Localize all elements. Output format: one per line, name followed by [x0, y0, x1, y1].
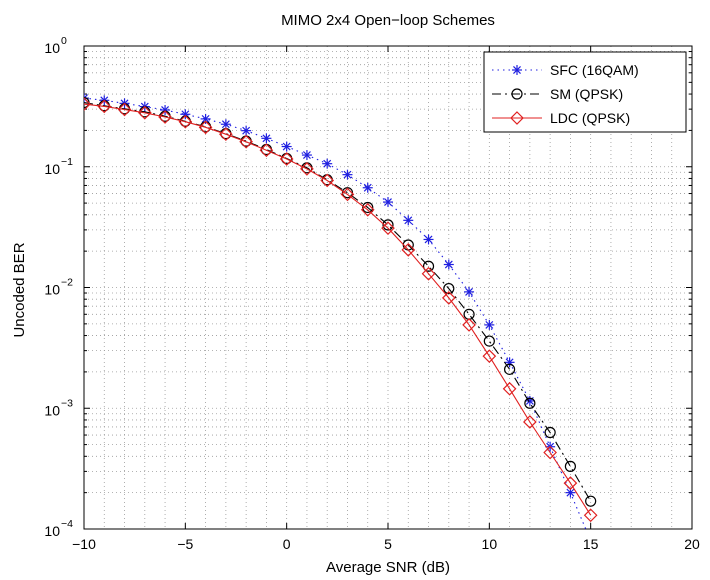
sfc-16qam-point [403, 215, 414, 226]
x-tick-label: −5 [177, 536, 193, 552]
ldc-qpsk-point [360, 202, 375, 217]
ldc-qpsk-point [158, 110, 172, 124]
sfc-16qam-point [261, 133, 272, 144]
ldc-qpsk-point [462, 318, 476, 332]
legend-item-sfc-16qam: SFC (16QAM) [492, 62, 639, 78]
legend-marker [510, 111, 524, 125]
ldc-qpsk-point [137, 105, 152, 120]
sfc-16qam-point [484, 319, 495, 330]
ldc-qpsk-line [84, 103, 592, 516]
y-tick-label: 10 −4 [44, 518, 73, 539]
y-tick-label: 10 0 [44, 35, 67, 56]
sm-qpsk-point [564, 460, 577, 472]
sfc-16qam-point [443, 259, 454, 270]
y-tick-label: 10 −3 [44, 397, 73, 418]
sfc-16qam-point [200, 113, 211, 124]
sfc-16qam-point [322, 158, 333, 169]
x-tick-label: 15 [583, 536, 599, 552]
x-axis-label: Average SNR (dB) [326, 559, 450, 576]
sfc-16qam-point [301, 150, 312, 161]
legend-marker [511, 88, 523, 100]
legend-label: SM (QPSK) [550, 86, 623, 102]
ldc-qpsk-point [563, 476, 578, 490]
x-tick-label: 5 [384, 536, 392, 552]
ldc-qpsk-point [219, 127, 233, 142]
svg-text:0: 0 [61, 35, 67, 47]
legend-label: LDC (QPSK) [550, 110, 630, 126]
x-tick-label: −10 [72, 536, 96, 552]
y-tick-label: 10 −1 [44, 156, 73, 177]
sfc-16qam-line [84, 97, 587, 529]
svg-text:−4: −4 [61, 518, 73, 530]
svg-text:10: 10 [44, 282, 60, 298]
svg-text:10: 10 [44, 402, 60, 418]
svg-text:10: 10 [44, 161, 60, 177]
x-tick-label: 0 [283, 536, 291, 552]
ldc-qpsk-point [97, 99, 112, 114]
sfc-16qam-point [383, 197, 393, 208]
y-tick-label: 10 −2 [44, 277, 73, 298]
legend-label: SFC (16QAM) [550, 62, 639, 78]
ldc-qpsk-point [320, 173, 335, 188]
ldc-qpsk-point [198, 120, 213, 135]
svg-text:−2: −2 [61, 277, 73, 289]
ldc-qpsk-point [421, 266, 436, 281]
ldc-qpsk-point [117, 102, 132, 117]
legend-marker [512, 65, 522, 75]
sm-qpsk-point [422, 260, 435, 272]
svg-text:−3: −3 [61, 397, 73, 409]
ldc-qpsk-point [239, 134, 253, 149]
sm-qpsk-point [483, 335, 495, 347]
ldc-qpsk-point [84, 97, 91, 111]
ldc-qpsk-point [543, 445, 557, 460]
x-tick-label: 20 [684, 536, 700, 552]
sm-qpsk-point [544, 426, 556, 439]
ldc-qpsk-point [279, 152, 294, 166]
sfc-16qam-point [362, 182, 373, 193]
legend-item-sm-qpsk: SM (QPSK) [492, 86, 623, 102]
sm-qpsk-line [84, 102, 592, 502]
svg-text:−1: −1 [61, 156, 73, 168]
data-series [84, 93, 598, 529]
sfc-16qam-point [464, 286, 475, 297]
ldc-qpsk-point [300, 162, 314, 176]
ldc-qpsk-point [523, 415, 537, 429]
sfc-16qam-point [241, 125, 252, 136]
ldc-qpsk-point [583, 508, 598, 523]
x-tick-labels: −10 −5 0 5 10 15 20 [72, 536, 700, 552]
sfc-16qam-point [342, 169, 353, 180]
legend: SFC (16QAM) SM (QPSK) LDC (QPSK) [483, 51, 687, 133]
x-tick-label: 10 [482, 536, 498, 552]
sm-qpsk-point [443, 282, 455, 295]
sm-qpsk-point [362, 201, 374, 214]
legend-box [483, 51, 687, 133]
sfc-16qam-point [281, 141, 292, 152]
sfc-16qam-point [423, 234, 434, 245]
sm-qpsk-point [504, 363, 516, 375]
sm-qpsk-point [524, 397, 536, 409]
ldc-qpsk-point [340, 187, 355, 202]
sm-qpsk-point [382, 219, 394, 231]
ldc-qpsk-point [502, 381, 517, 396]
sm-qpsk-point [585, 495, 597, 507]
ldc-qpsk-point [401, 243, 416, 257]
svg-text:10: 10 [44, 523, 60, 539]
svg-text:10: 10 [44, 40, 60, 56]
ldc-qpsk-point [441, 291, 456, 305]
ldc-qpsk-point [482, 349, 497, 364]
y-axis-label: Uncoded BER [11, 242, 28, 337]
ldc-qpsk-point [259, 143, 274, 158]
ldc-qpsk-point [381, 221, 395, 236]
chart-title: MIMO 2x4 Open−loop Schemes [281, 12, 495, 29]
ldc-qpsk-point [178, 114, 193, 129]
tick-marks [83, 46, 693, 530]
legend-item-ldc-qpsk: LDC (QPSK) [492, 110, 630, 126]
